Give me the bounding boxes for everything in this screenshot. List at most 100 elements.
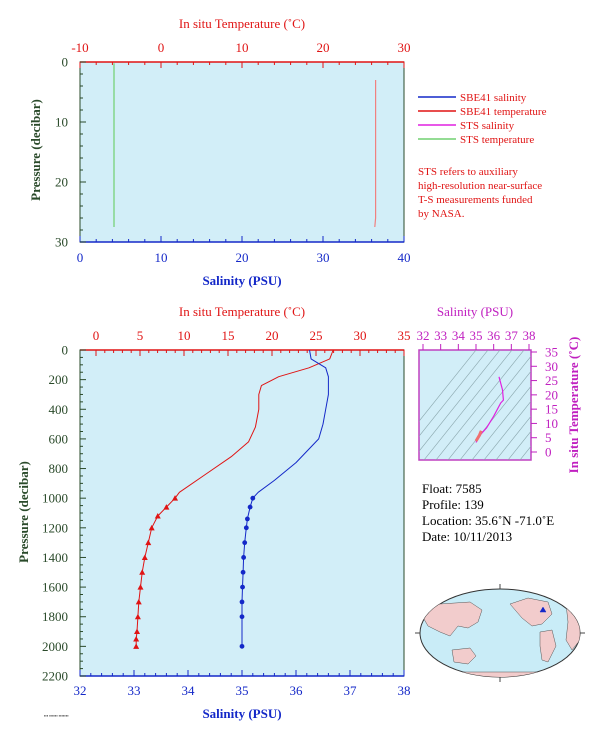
data-point-marker xyxy=(141,554,148,560)
map-land-asia xyxy=(420,601,483,637)
tick-label: 0 xyxy=(62,55,69,70)
data-point-marker xyxy=(148,524,155,531)
data-point-marker xyxy=(239,643,245,649)
density-contour xyxy=(524,345,601,470)
tick-label: 20 xyxy=(55,175,68,190)
density-contour xyxy=(584,345,601,470)
tick-label: 0 xyxy=(158,40,165,55)
sts-note-line: STS refers to auxiliary xyxy=(418,166,518,178)
tick-label: 35 xyxy=(545,345,558,360)
sts-note-line: by NASA. xyxy=(418,208,465,220)
tick-label: 15 xyxy=(545,402,558,417)
tick-label: 36 xyxy=(290,683,304,698)
tick-label: 36 xyxy=(487,328,501,343)
map-land-europe-africa xyxy=(565,599,580,651)
ts-temperature-axis-label: In situ Temperature (˚C) xyxy=(566,337,581,474)
profile-number: Profile: 139 xyxy=(422,497,484,512)
tick-label: 30 xyxy=(354,328,367,343)
tick-label: -10 xyxy=(71,40,88,55)
tick-label: 1600 xyxy=(42,580,68,595)
tick-label: 1800 xyxy=(42,609,68,624)
tick-label: 35 xyxy=(236,683,249,698)
tick-label: 38 xyxy=(523,328,536,343)
data-point-marker xyxy=(154,512,161,519)
tick-label: 400 xyxy=(49,402,69,417)
tick-label: 30 xyxy=(545,359,558,374)
tick-label: 10 xyxy=(55,115,68,130)
data-point-marker xyxy=(135,598,142,605)
tick-label: 25 xyxy=(310,328,323,343)
series-line xyxy=(374,80,377,228)
density-contour xyxy=(419,350,477,422)
full-depth-panel: In situ Temperature (˚C) 0 5 10 15 20 25 30 35 … xyxy=(16,304,411,721)
legend-label: STS salinity xyxy=(460,120,515,132)
main-panel-temperature-axis-label: In situ Temperature (˚C) xyxy=(179,304,305,319)
map-land-north-america xyxy=(509,597,553,627)
data-point-marker xyxy=(172,495,179,501)
data-point-marker xyxy=(133,635,140,642)
data-point-marker xyxy=(247,504,253,510)
density-contours xyxy=(419,345,601,470)
float-id: Float: 7585 xyxy=(422,481,482,496)
tick-label: 20 xyxy=(236,250,249,265)
tick-label: 15 xyxy=(222,328,235,343)
legend-label: SBE41 salinity xyxy=(460,92,527,104)
tick-label: 200 xyxy=(49,372,69,387)
legend: SBE41 salinity SBE41 temperature STS salin… xyxy=(418,92,547,146)
ts-diagram-panel: Salinity (PSU) 32 33 34 35 36 37 38 0510152025… xyxy=(417,304,601,474)
data-point-marker xyxy=(241,555,247,560)
footer-stamp: ▪▪▪ ▪▪▪▪▪▪ ▪▪▪▪▪▪▪ xyxy=(44,713,69,718)
ts-salinity-axis-label: Salinity (PSU) xyxy=(437,304,513,319)
density-contour xyxy=(459,370,531,460)
data-point-marker xyxy=(242,540,248,546)
data-point-marker xyxy=(239,614,245,620)
density-contour xyxy=(419,350,501,452)
tick-label: 1400 xyxy=(42,550,68,565)
density-contour xyxy=(495,415,531,460)
tick-label: 10 xyxy=(545,416,558,431)
tick-label: 30 xyxy=(398,40,411,55)
tick-label: 32 xyxy=(417,328,430,343)
tick-label: 20 xyxy=(317,40,330,55)
tick-label: 2000 xyxy=(42,639,68,654)
float-location-marker xyxy=(539,606,547,613)
top-panel-pressure-ticks: 0 10 20 30 xyxy=(55,55,86,250)
float-info: Float: 7585 Profile: 139 Location: 35.6˚… xyxy=(422,481,554,545)
data-point-marker xyxy=(134,613,141,620)
density-contour xyxy=(423,350,513,460)
density-contour xyxy=(471,385,531,460)
legend-label: SBE41 temperature xyxy=(460,106,547,118)
legend-label: STS temperature xyxy=(460,134,534,146)
tick-label: 35 xyxy=(398,328,411,343)
tick-label: 5 xyxy=(137,328,144,343)
tick-label: 20 xyxy=(545,387,558,402)
tick-label: 30 xyxy=(317,250,330,265)
density-contour xyxy=(419,350,489,437)
map-land-south-america xyxy=(539,629,557,663)
top-panel-temperature-axis-label: In situ Temperature (˚C) xyxy=(179,16,305,31)
main-panel-pressure-ticks: 0 200 400 600 800 1000 1200 1400 1600 1800 2000 220… xyxy=(42,343,86,684)
tick-label: 34 xyxy=(182,683,196,698)
float-location: Location: 35.6˚N -71.0˚E xyxy=(422,513,555,528)
main-panel-pressure-axis-label: Pressure (decibar) xyxy=(16,461,31,563)
top-panel-temperature-ticks: -10 0 10 20 30 xyxy=(71,40,411,68)
data-point-marker xyxy=(240,584,245,590)
tick-label: 1200 xyxy=(42,520,68,535)
tick-label: 25 xyxy=(545,373,558,388)
tick-label: 33 xyxy=(128,683,141,698)
density-contour xyxy=(435,350,525,460)
tick-label: 20 xyxy=(266,328,279,343)
density-contour xyxy=(519,445,531,460)
tick-label: 37 xyxy=(505,328,519,343)
tick-label: 2200 xyxy=(42,669,68,684)
tick-label: 35 xyxy=(470,328,483,343)
tick-label: 32 xyxy=(74,683,87,698)
profile-date: Date: 10/11/2013 xyxy=(422,529,513,544)
tick-label: 5 xyxy=(545,430,552,445)
tick-label: 0 xyxy=(62,343,69,358)
tick-label: 10 xyxy=(155,250,168,265)
data-point-marker xyxy=(245,516,250,522)
world-map xyxy=(415,584,585,682)
